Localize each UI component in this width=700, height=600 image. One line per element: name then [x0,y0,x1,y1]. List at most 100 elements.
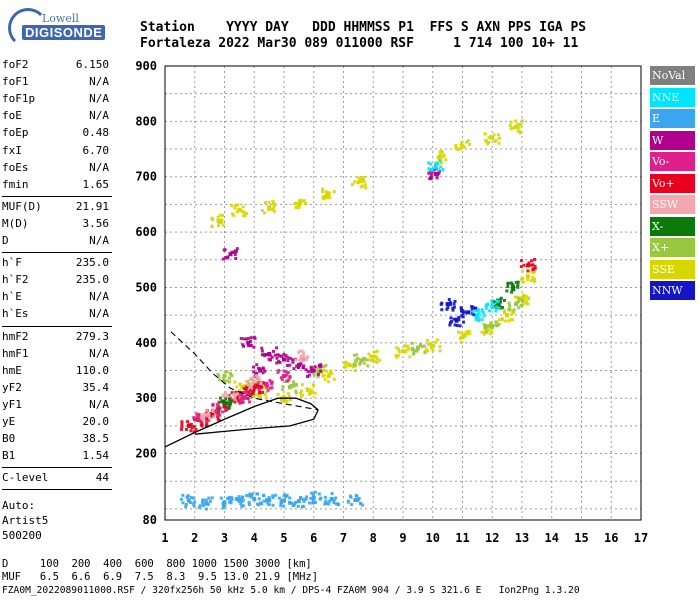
param-value: N/A [89,397,109,411]
echo-speckle [200,416,204,420]
echo-speckle [432,344,436,348]
echo-speckle [274,493,278,497]
echo-speckle [466,139,470,143]
echo-speckle [329,369,333,373]
echo-speckle [221,223,225,227]
data-point-nne [490,304,495,309]
echo-speckle [204,501,208,505]
echo-speckle [311,501,315,505]
echo-speckle [297,350,301,354]
legend-item-nne: NNE [650,87,695,107]
echo-speckle [245,493,249,497]
echo-speckle [480,330,484,334]
echo-speckle [362,175,366,179]
echo-speckle [179,427,183,431]
echo-speckle [477,316,481,320]
echo-speckle [516,129,520,133]
x-tick-label: 10 [426,531,440,545]
echo-speckle [245,212,249,216]
echo-speckle [305,495,309,499]
echo-speckle [427,167,431,171]
echo-speckle [464,331,468,335]
param-label: foF1p [2,92,36,106]
echo-speckle [280,498,284,502]
echo-speckle [217,418,221,422]
echo-speckle [213,409,217,413]
echo-speckle [272,203,276,207]
data-point-w [433,171,438,176]
echo-speckle [309,388,313,392]
echo-speckle [477,319,481,323]
echo-speckle [256,393,260,397]
x-tick-label: 14 [545,531,559,545]
param-value: 1.54 [82,449,110,463]
echo-speckle [463,310,467,314]
echo-speckle [449,301,453,305]
echo-speckle [229,500,233,504]
echo-speckle [427,171,431,175]
y-tick-label: 300 [135,391,157,405]
echo-speckle [514,302,518,306]
echo-speckle [292,367,296,371]
echo-speckle [251,376,255,380]
echo-speckle [267,496,271,500]
echo-speckle [270,355,274,359]
echo-speckle [323,377,327,381]
echo-speckle [271,199,275,203]
param-label: MUF(D) [2,199,42,213]
echo-speckle [516,280,520,284]
param-separator [2,489,112,491]
echo-speckle [242,384,246,388]
echo-speckle [533,264,537,268]
echo-speckle [474,307,478,311]
param-row-hmf2: hmF2 279.3 [2,330,109,346]
echo-speckle [189,495,193,499]
echo-speckle [242,337,246,341]
echo-speckle [404,344,408,348]
echo-speckle [512,308,516,312]
echo-speckle [275,346,279,350]
param-value: N/A [89,75,109,89]
echo-speckle [305,374,309,378]
echo-speckle [330,371,334,375]
echo-speckle [314,500,318,504]
echo-speckle [429,162,433,166]
echo-speckle [512,288,516,292]
param-label: yF2 [2,380,22,394]
echo-speckle [280,378,284,382]
echo-speckle [184,505,188,509]
echo-speckle [234,496,238,500]
echo-speckle [356,357,360,361]
echo-speckle [194,427,198,431]
echo-speckle [201,498,205,502]
echo-speckle [275,356,279,360]
echo-speckle [265,390,269,394]
param-value: 279.3 [75,329,109,343]
data-point-e [252,496,257,501]
echo-speckle [268,353,272,357]
auto-info-line: Artist5 [2,514,49,528]
echo-speckle [410,341,414,345]
y-tick-label: 600 [135,225,157,239]
echo-speckle [219,400,223,404]
echo-speckle [483,331,487,335]
echo-speckle [234,256,238,260]
echo-speckle [492,133,496,137]
echo-speckle [302,351,306,355]
echo-speckle [345,361,349,365]
echo-speckle [433,166,437,170]
echo-speckle [324,363,328,367]
echo-speckle [242,210,246,214]
echo-speckle [273,209,277,213]
echo-speckle [258,395,262,399]
data-point-sse [520,296,524,301]
data-point-vo [222,404,227,409]
data-point-nne [475,313,480,318]
param-value: 21.91 [75,199,109,213]
echo-speckle [494,309,498,313]
echo-speckle [526,302,530,306]
echo-speckle [533,258,537,262]
echo-speckle [298,357,302,361]
echo-speckle [325,192,329,196]
x-tick-label: 4 [251,531,258,545]
